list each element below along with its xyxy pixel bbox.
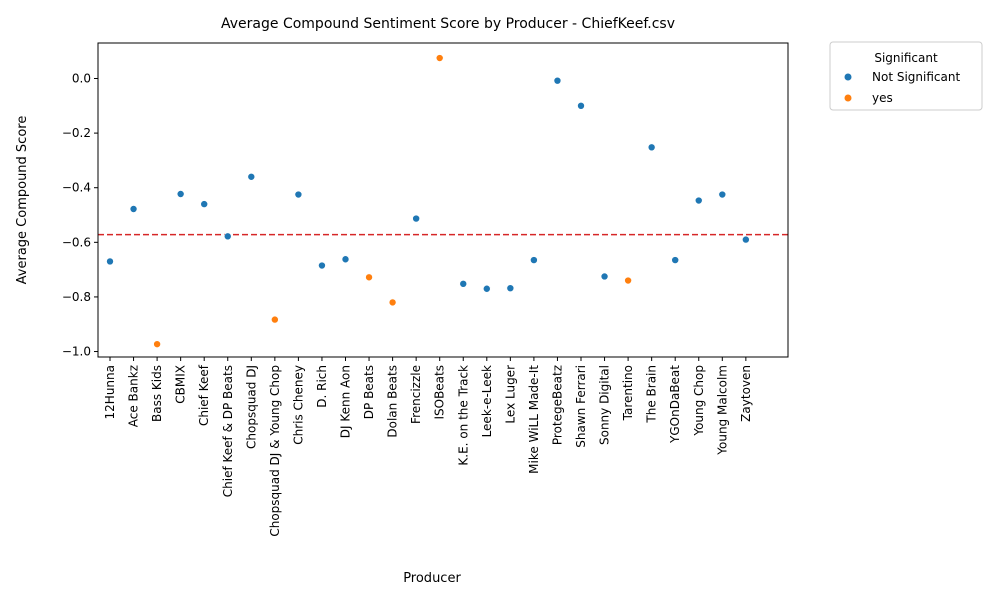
x-tick-label: Chief Keef bbox=[197, 364, 211, 426]
data-point bbox=[482, 284, 491, 293]
x-tick-label: The Brain bbox=[645, 365, 659, 424]
x-tick-label: Chief Keef & DP Beats bbox=[221, 365, 235, 497]
x-tick-label: K.E. on the Track bbox=[456, 365, 470, 466]
x-tick-label: Chopsquad DJ bbox=[244, 365, 258, 449]
legend-label-yes: yes bbox=[872, 91, 893, 105]
x-tick-label: DJ Kenn Aon bbox=[339, 365, 353, 438]
legend-frame bbox=[829, 41, 983, 111]
data-points bbox=[106, 54, 750, 348]
x-tick-label: Sonny Digital bbox=[598, 365, 612, 445]
data-point bbox=[671, 256, 680, 264]
x-tick-label: ISOBeats bbox=[433, 365, 447, 420]
x-tick-label: Frencizzle bbox=[409, 365, 423, 424]
data-point bbox=[624, 276, 632, 285]
y-tick-label: −0.4 bbox=[62, 181, 91, 195]
data-point bbox=[129, 205, 138, 213]
x-tick-label: Lex Luger bbox=[503, 365, 517, 424]
data-point bbox=[600, 272, 609, 281]
x-tick-label: Young Chop bbox=[692, 365, 706, 437]
data-point bbox=[176, 190, 185, 198]
x-tick-label: Zaytoven bbox=[739, 365, 753, 422]
data-point bbox=[153, 340, 161, 348]
data-point bbox=[577, 102, 585, 110]
x-tick-label: DP Beats bbox=[362, 365, 376, 419]
data-point bbox=[718, 190, 727, 199]
data-point bbox=[200, 200, 208, 208]
chart-title: Average Compound Sentiment Score by Prod… bbox=[221, 16, 675, 32]
x-tick-label: Young Malcolm bbox=[715, 365, 729, 456]
x-tick-label: Leek-e-Leek bbox=[480, 365, 494, 437]
legend-marker-not-significant bbox=[844, 73, 852, 81]
y-axis-ticks: 0.0 −0.2 −0.4 −0.6 −0.8 −1.0 bbox=[62, 71, 98, 359]
x-tick-label: Mike WiLL Made-It bbox=[527, 365, 541, 474]
x-tick-label: ProtegeBeatz bbox=[550, 365, 564, 445]
x-axis-ticks: 12Hunna Ace Bankz Bass Kids CBMIX Chief Keef… bbox=[103, 357, 753, 537]
data-point bbox=[506, 284, 515, 292]
legend-title: Significant bbox=[874, 51, 938, 65]
data-point bbox=[388, 298, 397, 307]
x-axis-label: Producer bbox=[403, 571, 461, 586]
x-tick-label: YGOnDaBeat bbox=[668, 365, 682, 444]
data-point bbox=[435, 54, 444, 62]
y-tick-label: −0.2 bbox=[62, 126, 91, 140]
data-point bbox=[647, 143, 656, 152]
x-tick-label: Shawn Ferrari bbox=[574, 365, 588, 448]
y-tick-label: −0.8 bbox=[62, 290, 91, 304]
data-point bbox=[106, 257, 114, 266]
y-tick-label: −0.6 bbox=[62, 235, 91, 249]
x-tick-label: Chopsquad DJ & Young Chop bbox=[268, 365, 282, 537]
data-point bbox=[341, 255, 350, 264]
data-point bbox=[459, 280, 468, 288]
y-tick-label: −1.0 bbox=[62, 345, 91, 359]
data-point bbox=[412, 214, 420, 223]
legend-marker-yes bbox=[844, 94, 852, 102]
x-tick-label: CBMIX bbox=[174, 365, 188, 404]
x-tick-label: Chris Cheney bbox=[291, 365, 305, 445]
data-point bbox=[742, 235, 750, 244]
x-tick-label: Dolan Beats bbox=[386, 365, 400, 438]
data-point bbox=[294, 190, 303, 199]
x-tick-label: Tarentino bbox=[621, 365, 635, 421]
legend-label-not-significant: Not Significant bbox=[872, 70, 960, 84]
data-point bbox=[553, 76, 562, 85]
data-point bbox=[694, 196, 703, 205]
x-tick-label: 12Hunna bbox=[103, 365, 117, 419]
x-tick-label: Bass Kids bbox=[150, 365, 164, 422]
data-point bbox=[318, 261, 326, 270]
y-axis-label: Average Compound Score bbox=[15, 116, 30, 285]
data-point bbox=[365, 273, 373, 282]
plot-frame bbox=[97, 42, 789, 358]
data-point bbox=[271, 315, 279, 324]
y-tick-label: 0.0 bbox=[72, 71, 91, 85]
data-point bbox=[247, 172, 256, 181]
x-tick-label: D. Rich bbox=[315, 365, 329, 408]
legend: Significant Not Significant yes bbox=[829, 41, 983, 111]
data-point bbox=[530, 256, 538, 264]
data-point bbox=[223, 232, 232, 241]
x-tick-label: Ace Bankz bbox=[127, 365, 141, 427]
